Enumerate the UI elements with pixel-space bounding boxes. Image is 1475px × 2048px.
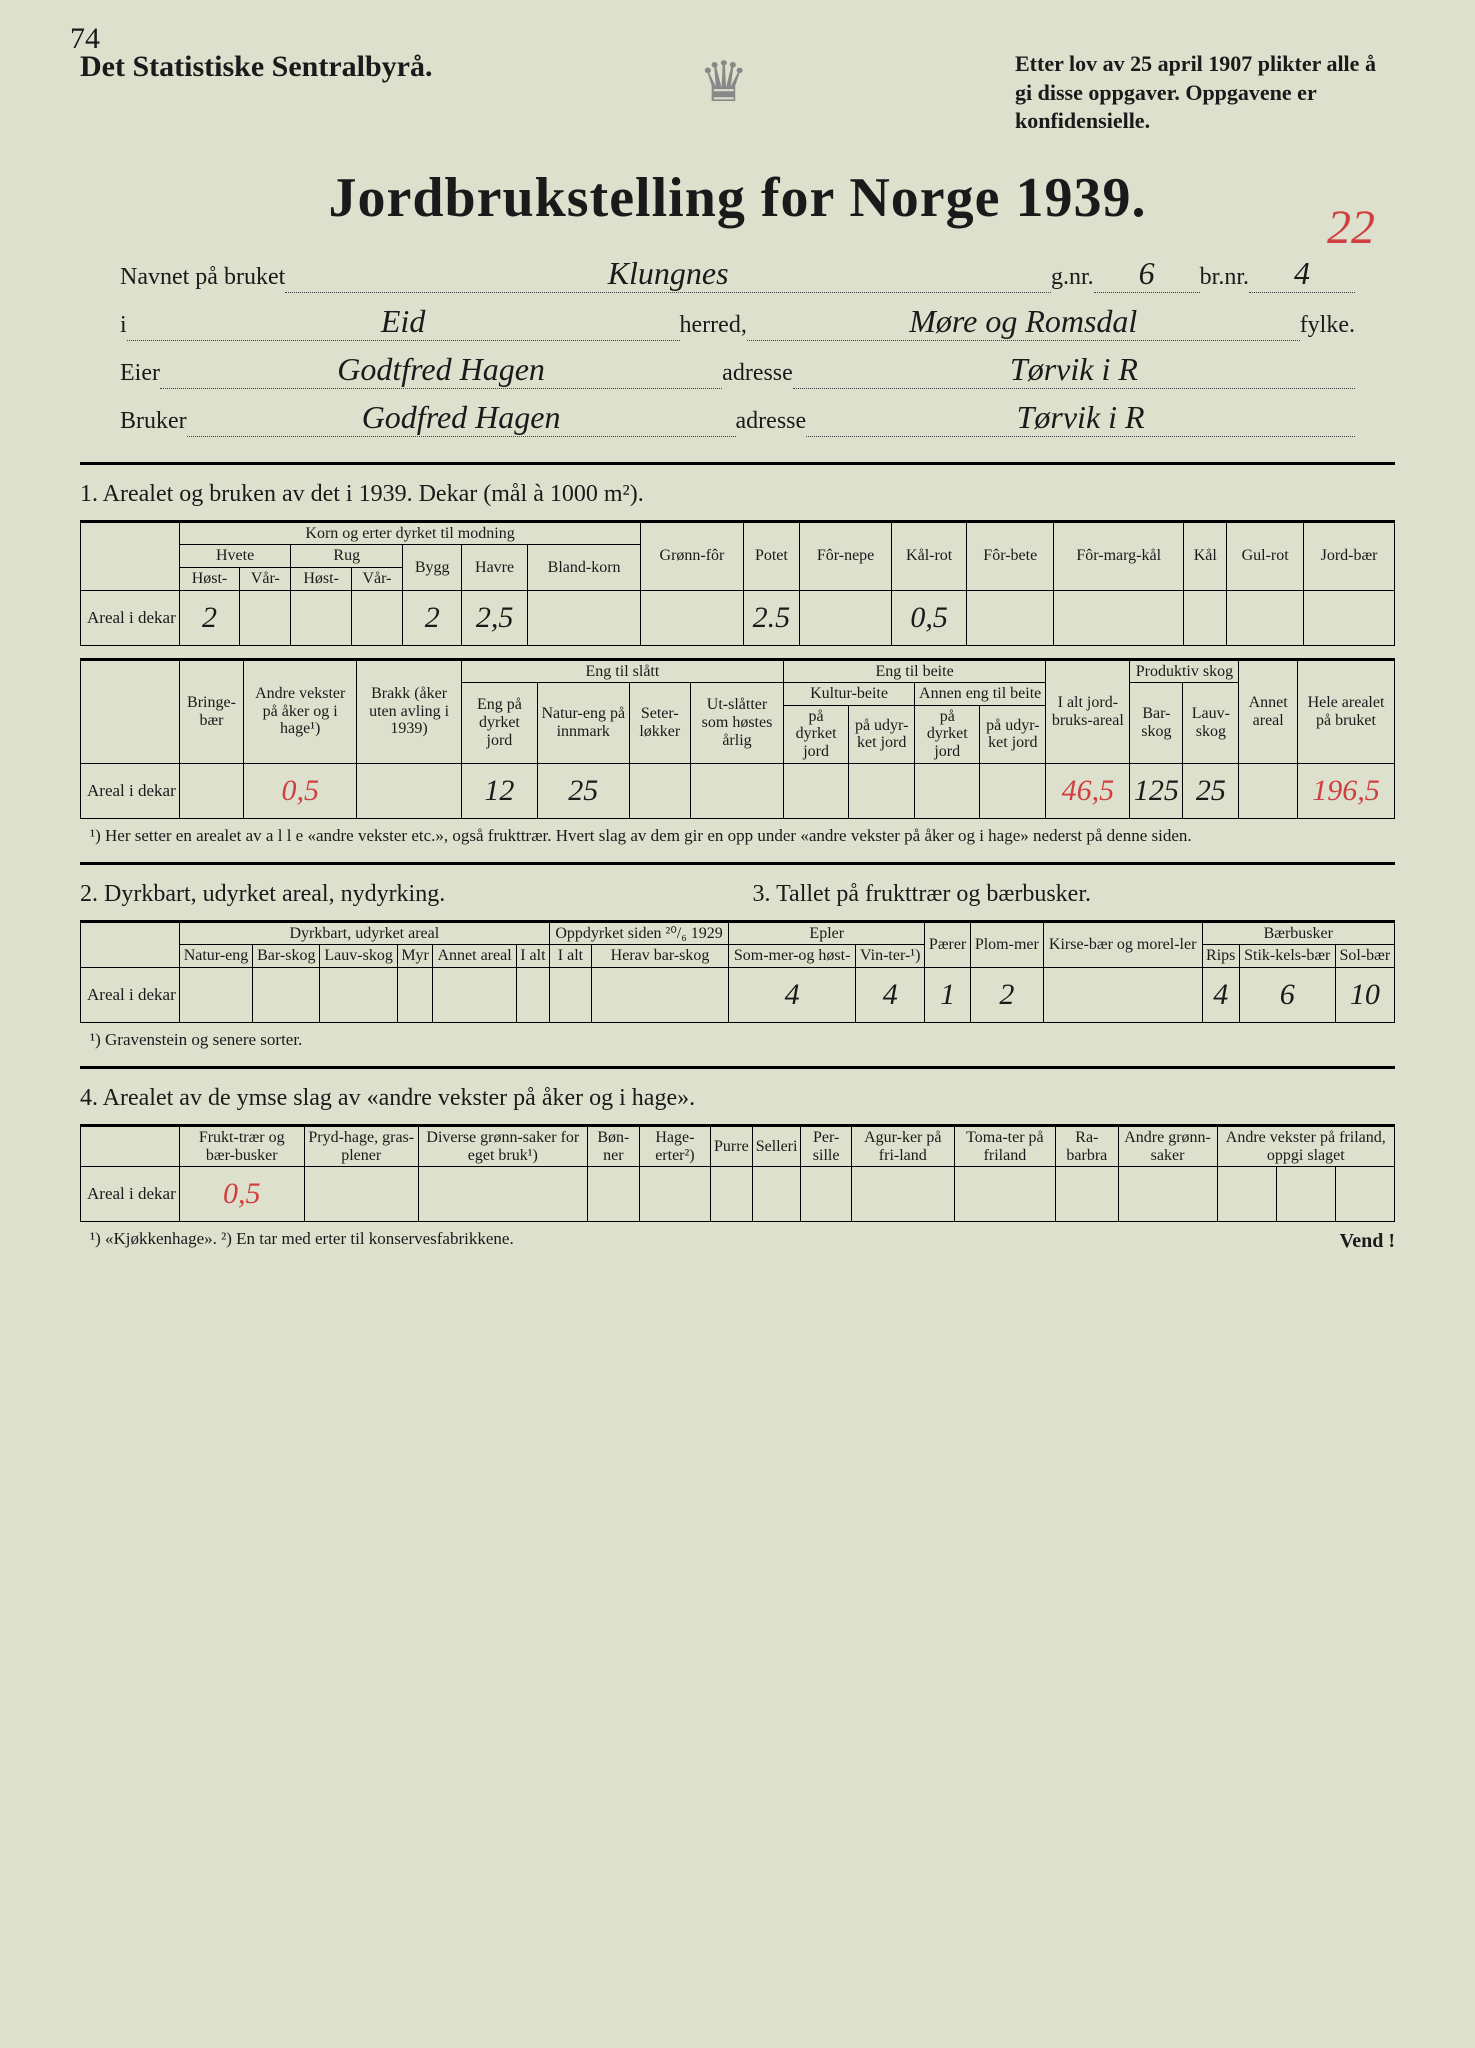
owner-addr: Tørvik i R — [793, 351, 1355, 389]
s2-note: ¹) Gravenstein og senere sorter. — [90, 1029, 1385, 1051]
user: Godfred Hagen — [187, 399, 736, 437]
s3-heading: 3. Tallet på frukttrær og bærbusker. — [753, 881, 1396, 908]
table-4: Frukt-trær og bær-buskerPryd-hage, gras-… — [80, 1124, 1395, 1222]
org-name: Det Statistiske Sentralbyrå. — [80, 50, 432, 84]
s2-heading: 2. Dyrkbart, udyrket areal, nydyrking. — [80, 881, 723, 908]
farm-name: Klungnes — [285, 255, 1051, 293]
parish: Eid — [127, 303, 680, 341]
brnr: 4 — [1249, 255, 1355, 293]
s1-heading: 1. Arealet og bruken av det i 1939. Deka… — [80, 481, 1395, 508]
corner-mark: 74 — [70, 22, 100, 56]
user-addr: Tørvik i R — [806, 399, 1355, 437]
table-2-3: Dyrkbart, udyrket arealOppdyrket siden ²… — [80, 920, 1395, 1023]
table-1a: Korn og erter dyrket til modningGrønn-fô… — [80, 520, 1395, 646]
crest-icon: ♛ — [699, 50, 749, 115]
owner: Godtfred Hagen — [160, 351, 722, 389]
legal-note: Etter lov av 25 april 1907 plikter alle … — [1015, 50, 1395, 136]
s4-note: ¹) «Kjøkkenhage». ²) En tar med erter ti… — [90, 1228, 514, 1250]
page-title: Jordbrukstelling for Norge 1939. — [80, 166, 1395, 230]
lbl: Navnet på bruket — [120, 264, 285, 291]
gnr: 6 — [1094, 255, 1200, 293]
s4-heading: 4. Arealet av de ymse slag av «andre vek… — [80, 1085, 1395, 1112]
turn-over: Vend ! — [1340, 1230, 1395, 1264]
s1-note: ¹) Her setter en arealet av a l l e «and… — [90, 825, 1385, 847]
county: Møre og Romsdal — [747, 303, 1300, 341]
page-number: 22 — [1327, 200, 1375, 255]
table-1b: Bringe-bærAndre vekster på åker og i hag… — [80, 658, 1395, 819]
